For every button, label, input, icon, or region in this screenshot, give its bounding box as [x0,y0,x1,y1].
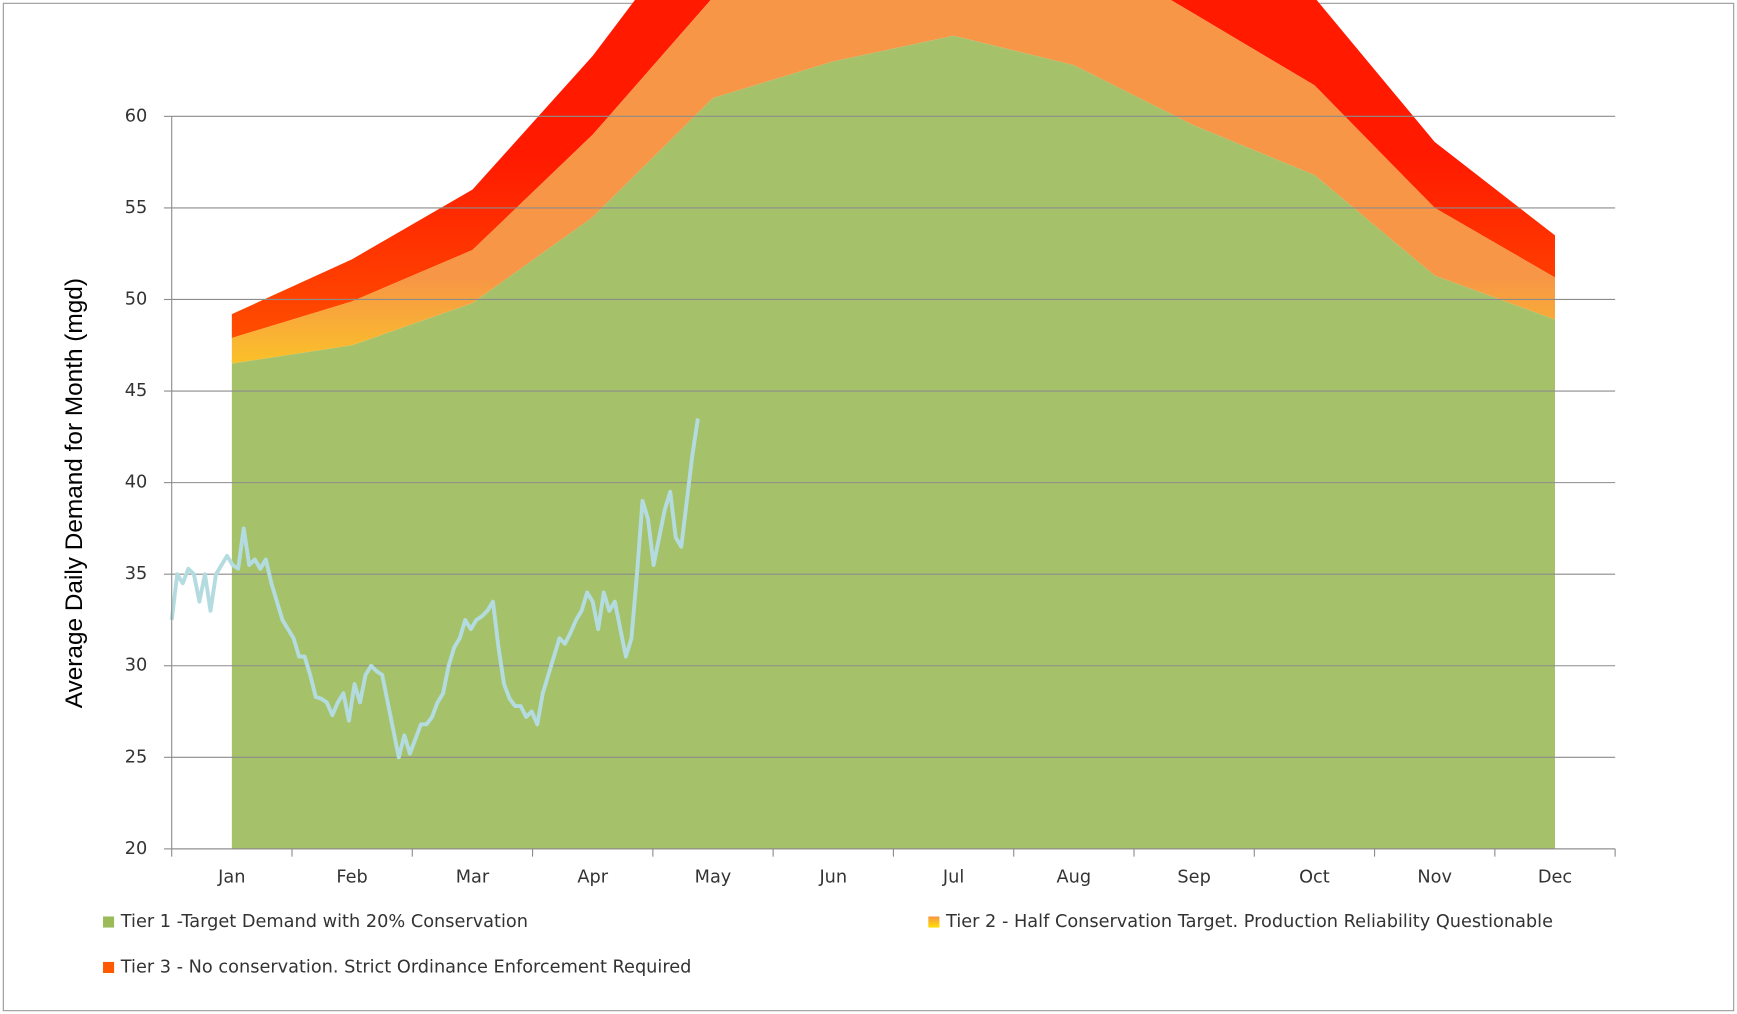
areas [231,0,1556,849]
x-tick-label: May [695,868,732,888]
actual-demand-line [169,418,700,760]
y-tick-label: 55 [125,198,148,218]
y-axis-label: Average Daily Demand for Month (mgd) [61,278,88,708]
x-tick-label: Sep [1177,868,1210,888]
x-tick-label: Jul [942,868,964,888]
y-tick-label: 60 [125,106,148,126]
legend-swatch [103,916,115,928]
x-tick-label: Aug [1057,868,1092,888]
legend-swatch [928,916,940,928]
y-tick-label: 40 [125,473,148,493]
x-tick-label: Nov [1417,868,1452,888]
x-tick-label: Jun [818,868,847,888]
legend-swatch [103,961,115,973]
area [231,0,1556,338]
area [231,0,1556,364]
y-tick-label: 20 [125,839,148,859]
x-tick-label: Jan [217,868,245,888]
x-tick-label: Oct [1299,868,1330,888]
y-tick-label: 25 [125,747,148,767]
legend-label: Tier 3 - No conservation. Strict Ordinan… [120,957,692,977]
area [231,35,1556,849]
y-tick-label: 50 [125,289,148,309]
legend-label: Tier 1 -Target Demand with 20% Conservat… [120,912,528,932]
y-tick-label: 45 [125,381,148,401]
legend-label: Tier 2 - Half Conservation Target. Produ… [945,912,1553,932]
x-tick-label: Apr [577,868,608,888]
x-tick-label: Mar [456,868,490,888]
x-tick-label: Dec [1538,868,1572,888]
y-tick-label: 30 [125,656,148,676]
x-tick-label: Feb [336,868,367,888]
y-tick-label: 35 [125,564,148,584]
